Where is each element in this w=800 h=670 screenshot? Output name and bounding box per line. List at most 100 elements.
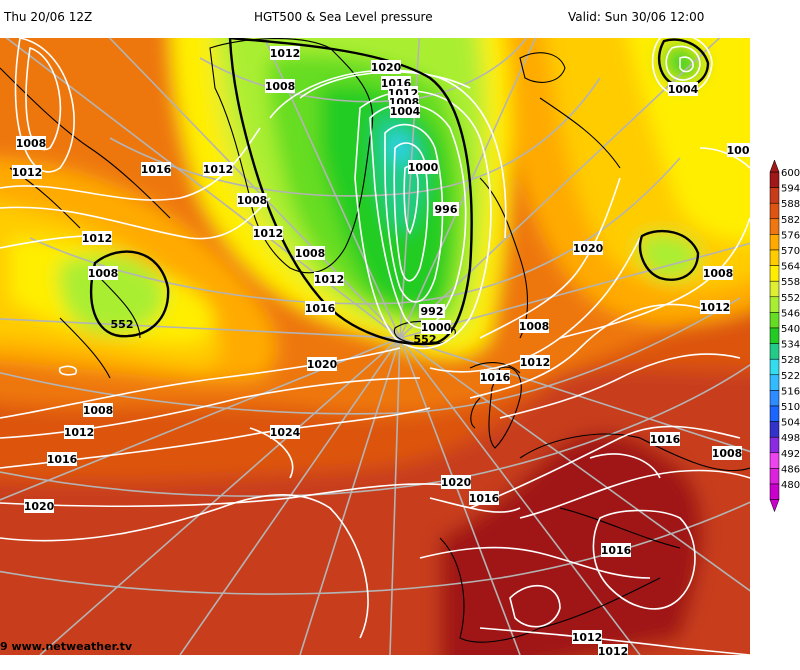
svg-text:1008: 1008: [703, 267, 734, 280]
scale-swatch: [769, 452, 780, 469]
isobar-label: 1012: [253, 226, 284, 240]
scale-label: 534: [781, 340, 800, 351]
scale-label: 504: [781, 418, 800, 429]
scale-swatch: [769, 265, 780, 282]
svg-text:1016: 1016: [650, 433, 681, 446]
scale-label: 564: [781, 262, 800, 273]
scale-swatch: [769, 343, 780, 360]
field-522: [397, 137, 407, 155]
scale-swatch: [769, 296, 780, 313]
svg-text:1008: 1008: [16, 137, 47, 150]
isobar-label: 1012: [520, 355, 551, 369]
contour-552: [90, 250, 170, 338]
scale-label: 552: [781, 293, 800, 304]
svg-text:1020: 1020: [307, 358, 338, 371]
isobar-label: 1012: [598, 644, 628, 655]
isobar-label: 1004: [668, 82, 699, 96]
svg-text:1008: 1008: [295, 247, 326, 260]
isobar-label: 1008: [83, 403, 114, 417]
svg-text:1016: 1016: [601, 544, 632, 557]
svg-text:1008: 1008: [712, 447, 743, 460]
isobar-label: 1020: [24, 499, 55, 513]
scale-bottom-arrow: [769, 499, 780, 513]
scale-label: 540: [781, 324, 800, 335]
colour-scale: 600 594 588 582 576 570 564 558 552 546 540 534 528 5…: [769, 159, 800, 513]
scale-swatch: [769, 327, 780, 344]
svalbard-coast: [519, 52, 566, 83]
scale-label: 522: [781, 371, 800, 382]
contour-552-ne: [638, 229, 700, 281]
isobar-label: 1008: [712, 446, 743, 460]
scale-label: 516: [781, 386, 800, 397]
svg-text:1020: 1020: [24, 500, 55, 513]
svg-text:1016: 1016: [47, 453, 78, 466]
scale-swatch: [769, 234, 780, 251]
height-label: 552: [111, 318, 134, 331]
svg-text:1012: 1012: [253, 227, 284, 240]
svg-text:992: 992: [421, 305, 444, 318]
isobar-label: 1000: [408, 160, 439, 174]
scale-label: 588: [781, 199, 800, 210]
scale-swatch: [769, 421, 780, 438]
scale-label: 600: [781, 168, 800, 179]
isobar-label: 1020: [307, 357, 338, 371]
svg-text:1024: 1024: [270, 426, 301, 439]
isobar-label: 100: [727, 143, 750, 157]
field-552-ne: [638, 233, 700, 280]
valid-time: Valid: Sun 30/06 12:00: [568, 10, 705, 24]
scale-label: 480: [781, 480, 800, 491]
britain-coast: [470, 366, 522, 449]
scale-label: 498: [781, 433, 800, 444]
svg-text:100: 100: [727, 144, 750, 157]
svg-text:1000: 1000: [421, 321, 452, 334]
svg-text:1008: 1008: [88, 267, 119, 280]
isobar-labels: 1012 1008 1020 1016 1012 1008 1004 1000 …: [12, 46, 750, 655]
field-564-ne: [627, 38, 750, 242]
svg-text:1016: 1016: [305, 302, 336, 315]
isobar-label: 1016: [650, 432, 681, 446]
isobar-label: 1012: [203, 162, 234, 176]
scale-label: 546: [781, 308, 800, 319]
isobar-label: 1012: [12, 165, 42, 179]
svg-text:1008: 1008: [265, 80, 296, 93]
scale-swatch: [769, 202, 780, 220]
svg-text:1008: 1008: [519, 320, 550, 333]
svg-text:1020: 1020: [441, 476, 472, 489]
isobar-label: 1016: [480, 370, 511, 384]
svg-text:1012: 1012: [520, 356, 551, 369]
isobar-label: 1008: [16, 136, 47, 150]
svg-text:1020: 1020: [371, 61, 402, 74]
isobar-label: 992: [419, 304, 445, 318]
svg-text:1020: 1020: [573, 242, 604, 255]
isobar-label: 1016: [305, 301, 336, 315]
scale-swatch: [769, 312, 780, 329]
height-labels: 552 552: [111, 318, 437, 346]
scale-label: 558: [781, 277, 800, 288]
isobar-label: 1008: [519, 319, 550, 333]
isobar-label: 1016: [469, 491, 500, 505]
scale-swatch: [769, 483, 780, 500]
scandinavia-coast: [469, 97, 621, 374]
isobar-label: 1012: [270, 46, 300, 60]
isobar-label: 1012: [64, 425, 94, 439]
scale-swatch: [769, 405, 780, 422]
scale-swatch: [769, 249, 780, 266]
svg-text:1012: 1012: [203, 163, 234, 176]
weather-map: 1012 1008 1020 1016 1012 1008 1004 1000 …: [0, 38, 750, 655]
graticule: [0, 38, 750, 655]
scale-label: 576: [781, 230, 800, 241]
isobar-label: 1016: [601, 543, 632, 557]
scale-label: 528: [781, 355, 800, 366]
svg-text:1008: 1008: [83, 404, 114, 417]
isobar-label: 1012: [82, 231, 112, 245]
scale-label: 582: [781, 215, 800, 226]
isobar-label: 1008: [703, 266, 734, 280]
isobar-label: 1008: [237, 193, 267, 207]
europe-coast: [439, 433, 750, 643]
scale-boxes: [769, 159, 780, 513]
scale-swatch: [769, 280, 780, 298]
isobar-label: 1016: [47, 452, 78, 466]
svg-text:1000: 1000: [408, 161, 439, 174]
svg-text:1004: 1004: [390, 105, 421, 118]
scale-swatch: [769, 374, 780, 391]
